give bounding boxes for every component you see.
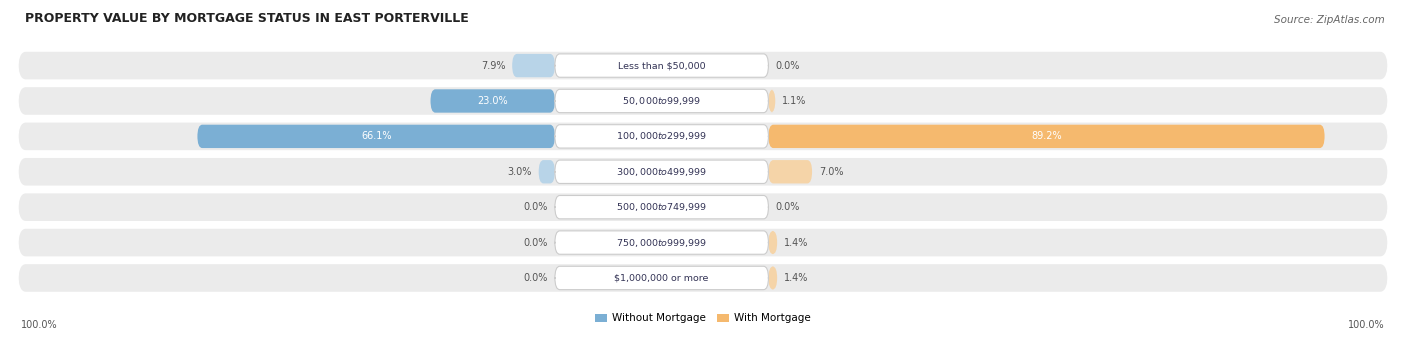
Text: 3.0%: 3.0% xyxy=(508,167,531,177)
Text: 1.4%: 1.4% xyxy=(785,238,808,248)
Text: $500,000 to $749,999: $500,000 to $749,999 xyxy=(616,201,707,213)
FancyBboxPatch shape xyxy=(430,89,555,113)
FancyBboxPatch shape xyxy=(555,54,769,77)
Text: 0.0%: 0.0% xyxy=(775,202,800,212)
FancyBboxPatch shape xyxy=(769,266,778,290)
FancyBboxPatch shape xyxy=(769,125,1324,148)
Text: 0.0%: 0.0% xyxy=(523,202,548,212)
FancyBboxPatch shape xyxy=(538,160,555,184)
Text: 100.0%: 100.0% xyxy=(21,320,58,330)
FancyBboxPatch shape xyxy=(18,158,1388,186)
FancyBboxPatch shape xyxy=(18,264,1388,292)
Text: $1,000,000 or more: $1,000,000 or more xyxy=(614,273,709,283)
FancyBboxPatch shape xyxy=(197,125,555,148)
Text: 1.4%: 1.4% xyxy=(785,273,808,283)
FancyBboxPatch shape xyxy=(555,125,769,148)
Text: $100,000 to $299,999: $100,000 to $299,999 xyxy=(616,130,707,142)
Text: $750,000 to $999,999: $750,000 to $999,999 xyxy=(616,237,707,249)
FancyBboxPatch shape xyxy=(555,195,769,219)
Text: PROPERTY VALUE BY MORTGAGE STATUS IN EAST PORTERVILLE: PROPERTY VALUE BY MORTGAGE STATUS IN EAS… xyxy=(25,12,468,25)
FancyBboxPatch shape xyxy=(18,52,1388,79)
Text: 0.0%: 0.0% xyxy=(523,273,548,283)
FancyBboxPatch shape xyxy=(18,193,1388,221)
Text: $300,000 to $499,999: $300,000 to $499,999 xyxy=(616,166,707,178)
FancyBboxPatch shape xyxy=(555,231,769,254)
Text: 7.9%: 7.9% xyxy=(481,61,505,71)
FancyBboxPatch shape xyxy=(769,231,778,254)
Text: 100.0%: 100.0% xyxy=(1348,320,1385,330)
Legend: Without Mortgage, With Mortgage: Without Mortgage, With Mortgage xyxy=(591,309,815,327)
FancyBboxPatch shape xyxy=(18,229,1388,256)
FancyBboxPatch shape xyxy=(18,87,1388,115)
FancyBboxPatch shape xyxy=(18,122,1388,150)
Text: Source: ZipAtlas.com: Source: ZipAtlas.com xyxy=(1274,15,1385,25)
Text: 66.1%: 66.1% xyxy=(361,131,391,141)
FancyBboxPatch shape xyxy=(769,160,813,184)
FancyBboxPatch shape xyxy=(769,89,775,113)
Text: $50,000 to $99,999: $50,000 to $99,999 xyxy=(621,95,702,107)
Text: 23.0%: 23.0% xyxy=(478,96,508,106)
FancyBboxPatch shape xyxy=(555,160,769,184)
Text: Less than $50,000: Less than $50,000 xyxy=(617,61,706,70)
Text: 89.2%: 89.2% xyxy=(1031,131,1062,141)
Text: 1.1%: 1.1% xyxy=(782,96,807,106)
FancyBboxPatch shape xyxy=(555,266,769,290)
FancyBboxPatch shape xyxy=(512,54,555,77)
Text: 0.0%: 0.0% xyxy=(775,61,800,71)
FancyBboxPatch shape xyxy=(555,89,769,113)
Text: 7.0%: 7.0% xyxy=(818,167,844,177)
Text: 0.0%: 0.0% xyxy=(523,238,548,248)
